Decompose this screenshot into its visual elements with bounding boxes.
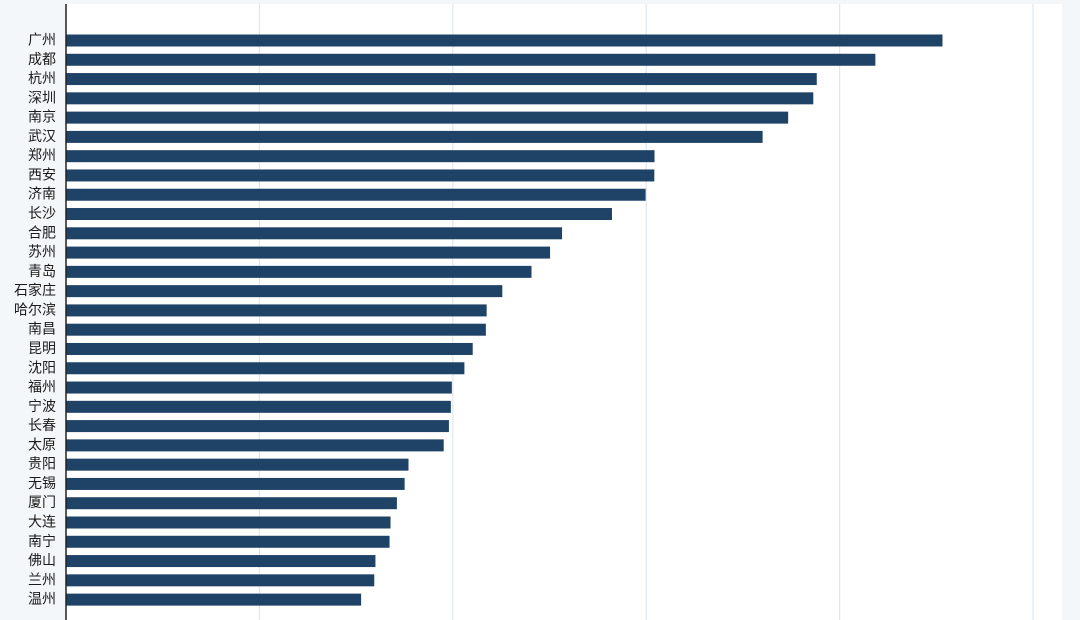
bar	[66, 92, 814, 105]
category-label: 太原	[28, 437, 56, 453]
category-label: 广州	[28, 33, 56, 49]
bar	[66, 111, 789, 124]
bar	[66, 400, 451, 413]
bar	[66, 285, 503, 298]
category-label: 兰州	[28, 572, 56, 588]
bar	[66, 323, 486, 336]
bar	[66, 439, 444, 452]
category-label: 无锡	[28, 476, 56, 492]
category-label: 苏州	[28, 245, 56, 261]
bar	[66, 593, 362, 606]
bar	[66, 535, 390, 548]
bar	[66, 420, 449, 433]
category-label: 南昌	[28, 322, 56, 338]
category-label: 杭州	[28, 71, 56, 87]
bar	[66, 73, 817, 86]
category-label: 郑州	[28, 148, 56, 164]
bar	[66, 555, 376, 568]
bar	[66, 304, 487, 317]
category-label: 哈尔滨	[14, 302, 56, 318]
bar	[66, 458, 409, 471]
bar	[66, 34, 943, 47]
category-label: 佛山	[28, 553, 56, 569]
category-label: 贵阳	[28, 457, 56, 473]
bar	[66, 342, 473, 355]
category-label: 沈阳	[28, 360, 56, 376]
category-label: 宁波	[28, 398, 56, 415]
bar	[66, 362, 465, 375]
category-label: 南宁	[28, 533, 56, 550]
category-label: 合肥	[28, 225, 56, 241]
bar	[66, 574, 375, 587]
bar	[66, 497, 397, 510]
category-label: 青岛	[28, 264, 56, 280]
category-label: 武汉	[28, 129, 56, 145]
bar	[66, 208, 612, 221]
bar	[66, 53, 876, 66]
bar	[66, 516, 391, 529]
bar	[66, 130, 763, 143]
category-label: 石家庄	[14, 282, 56, 299]
bar	[66, 477, 405, 490]
category-label: 厦门	[28, 495, 56, 511]
bar	[66, 169, 655, 182]
category-label: 济南	[28, 187, 56, 203]
bar	[66, 265, 532, 278]
category-label: 成都	[28, 52, 56, 68]
bar	[66, 227, 563, 240]
bar	[66, 381, 452, 394]
category-label: 西安	[28, 167, 56, 183]
category-label: 南京	[28, 110, 56, 126]
category-label: 温州	[28, 592, 56, 608]
category-label: 福州	[28, 380, 56, 396]
bar	[66, 188, 646, 201]
category-label: 深圳	[28, 90, 56, 106]
bar	[66, 246, 551, 259]
category-label: 昆明	[28, 341, 56, 357]
category-labels: 广州成都杭州深圳南京武汉郑州西安济南长沙合肥苏州青岛石家庄哈尔滨南昌昆明沈阳福州…	[14, 33, 56, 608]
category-label: 长沙	[28, 206, 56, 222]
bars	[66, 34, 943, 606]
bar	[66, 150, 655, 163]
category-label: 大连	[28, 515, 56, 531]
category-label: 长春	[28, 418, 56, 434]
